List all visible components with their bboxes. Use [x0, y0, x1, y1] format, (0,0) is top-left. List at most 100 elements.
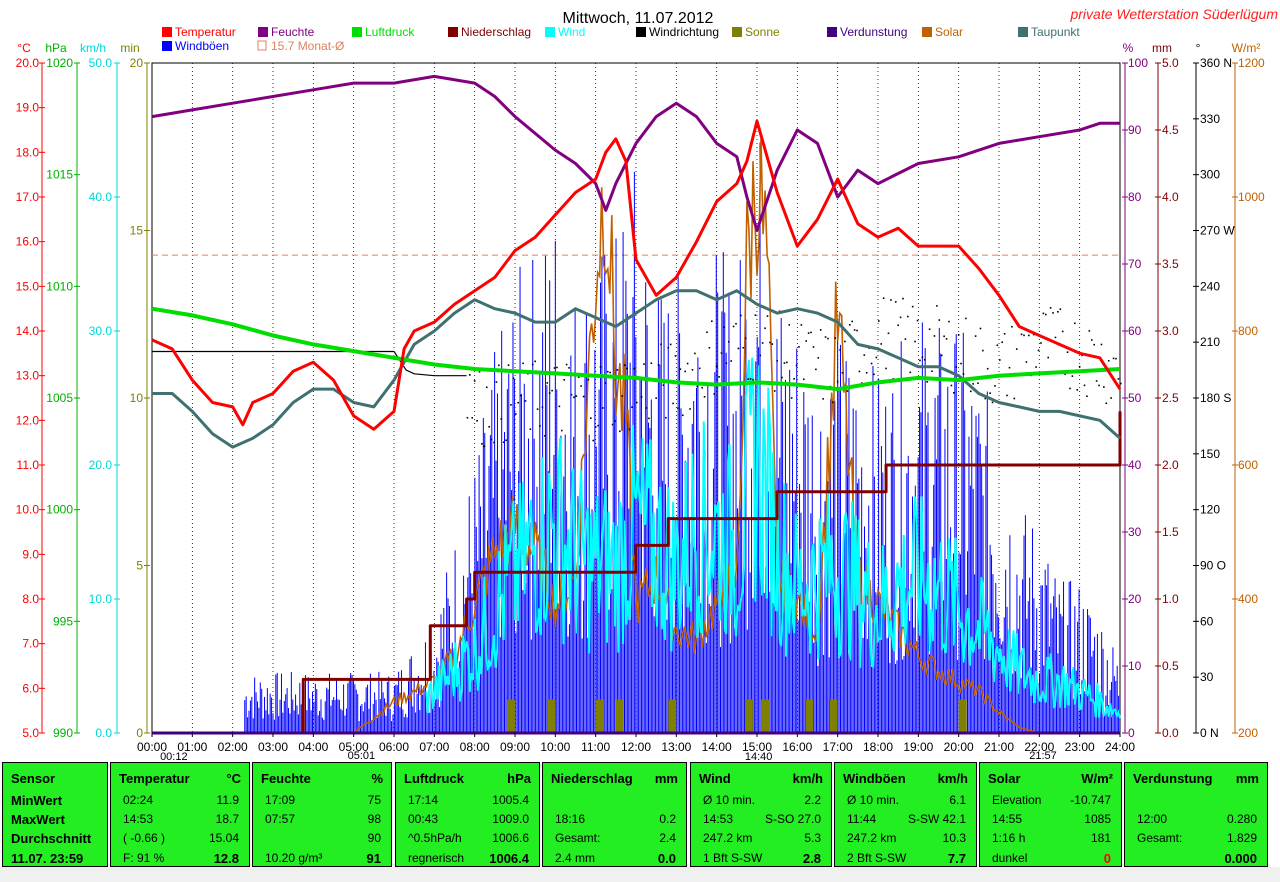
direction-dot — [923, 358, 926, 361]
direction-dot — [766, 315, 769, 317]
rain-axis-tick-label: 5.0 — [1162, 56, 1179, 70]
direction-dot — [648, 417, 650, 420]
panel-header: Sensor — [11, 771, 56, 786]
cell-value: 181 — [1090, 831, 1111, 845]
direction-dot — [515, 413, 517, 415]
direction-dot — [469, 374, 471, 376]
direction-dot — [1081, 354, 1083, 357]
weather-chart: 00:00 01:00 02:00 03:00 04:00 05:00 06:00 07:00… — [15, 6, 1279, 762]
cell-value: S-SW 42.1 — [907, 812, 966, 826]
direction-dot — [1078, 365, 1081, 368]
direction-dot — [1098, 384, 1100, 387]
direction-dot — [541, 406, 544, 409]
legend-label: Niederschlag — [461, 25, 531, 39]
series-windrichtung — [466, 297, 1122, 448]
direction-dot — [563, 379, 565, 381]
panel-header: Luftdruck — [404, 771, 464, 786]
direction-dot — [904, 338, 907, 340]
direction-dot — [989, 392, 991, 394]
x-tick-label: 09:00 — [500, 740, 530, 754]
direction-dot — [534, 360, 536, 363]
series-taupunkt — [152, 289, 1121, 449]
pressure-axis-tick-label: 1015 — [46, 168, 73, 182]
temperature-axis-tick-label: 9.0 — [22, 547, 39, 561]
direction-dot — [776, 359, 778, 362]
series-temperatur — [151, 119, 1122, 431]
direction-dot — [1025, 361, 1028, 363]
direction-dot — [597, 424, 599, 427]
direction-dot — [478, 371, 481, 373]
x-tick-label: 13:00 — [661, 740, 691, 754]
humidity-axis-tick-label: 20 — [1128, 592, 1142, 606]
direction-dot — [544, 435, 546, 437]
direction-dot — [640, 396, 643, 398]
direction-dot — [481, 443, 483, 445]
cell-note: Elevation — [992, 793, 1042, 807]
legend-label: 15.7 Monat-Ø — [271, 39, 344, 53]
row-label: MaxWert — [11, 812, 65, 827]
direction-dot — [832, 401, 834, 404]
direction-dot — [1076, 389, 1079, 391]
legend-swatch — [162, 41, 172, 51]
direction-dot — [681, 414, 684, 417]
direction-dot — [558, 405, 561, 408]
sunshine-bar — [805, 699, 814, 733]
direction-dot — [679, 368, 682, 371]
direction-dot — [890, 299, 892, 301]
direction-dot — [573, 396, 575, 399]
x-tick-label: 15:00 — [742, 740, 772, 754]
direction-dot — [1023, 334, 1025, 337]
sunshine-bar — [829, 699, 838, 733]
stats-panel-wind: Wind km/h Ø 10 min. 2.2 14:53 S-SO 27.0 247.2 … — [690, 762, 832, 867]
direction-dot — [962, 373, 965, 375]
direction-dot — [863, 354, 866, 356]
direction-dot — [1028, 334, 1030, 337]
legend-swatch — [827, 27, 837, 37]
direction-dot — [1040, 342, 1042, 344]
direction-dot — [577, 376, 580, 379]
legend-swatch — [732, 27, 742, 37]
cell-note: 18:16 — [555, 812, 586, 826]
direction-dot — [744, 337, 747, 340]
direction-dot — [1064, 373, 1066, 375]
direction-dot — [1008, 366, 1011, 369]
direction-dot — [969, 390, 972, 393]
cell-value: 0.000 — [1224, 851, 1257, 866]
cell-note: 17:09 — [265, 793, 296, 807]
direction-axis-tick-label: 90 O — [1200, 559, 1226, 573]
direction-dot — [916, 319, 919, 322]
direction-axis-tick-label: 210 — [1200, 335, 1220, 349]
direction-dot — [570, 393, 573, 396]
cell-value: 91 — [366, 851, 381, 866]
cell-value: 5.3 — [804, 831, 821, 845]
direction-dot — [599, 366, 602, 368]
direction-dot — [672, 402, 674, 405]
direction-dot — [519, 394, 522, 397]
direction-dot — [812, 346, 815, 348]
direction-dot — [834, 337, 837, 339]
cell-value: 2.8 — [802, 851, 821, 866]
temperature-axis-tick-label: 6.0 — [22, 681, 39, 695]
direction-dot — [691, 369, 694, 371]
direction-dot — [805, 340, 807, 342]
stats-panel-solar: Solar W/m² Elevation -10.747 14:55 1085 1:16 h… — [979, 762, 1122, 867]
x-tick-label: 20:00 — [944, 740, 974, 754]
direction-dot — [1115, 357, 1117, 360]
direction-axis-tick-label: 270 W — [1200, 224, 1235, 238]
wind-axis-tick-label: 50.0 — [89, 56, 113, 70]
direction-dot — [933, 335, 936, 337]
x-tick-label: 24:00 — [1105, 740, 1135, 754]
stats-panel-pressure: Luftdruck hPa 17:14 1005.4 00:43 1009.0 ^0.5hP… — [395, 762, 540, 867]
direction-dot — [1052, 312, 1054, 314]
sun-axis-tick-label: 5 — [136, 559, 143, 573]
panel-header: Niederschlag — [551, 771, 633, 786]
pressure-axis-tick-label: 1000 — [46, 503, 73, 517]
direction-dot — [938, 319, 941, 321]
series-sonne — [506, 699, 967, 733]
direction-dot — [727, 341, 730, 343]
direction-dot — [594, 426, 597, 428]
direction-dot — [713, 393, 716, 395]
direction-dot — [824, 336, 827, 338]
legend-label: Taupunkt — [1031, 25, 1080, 39]
direction-dot — [1110, 397, 1112, 399]
